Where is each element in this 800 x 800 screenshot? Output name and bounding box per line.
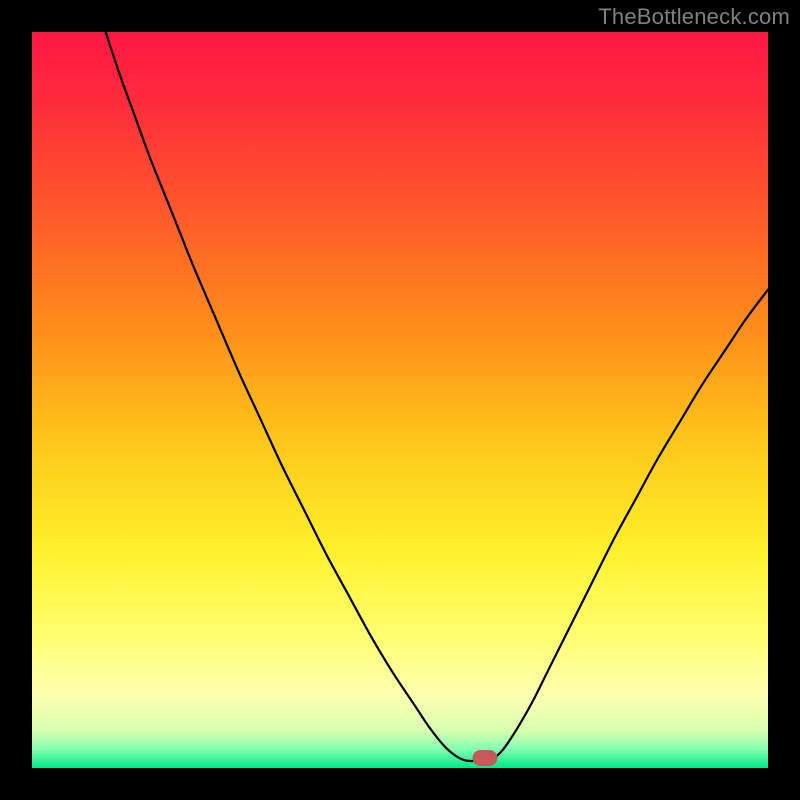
bottleneck-chart: TheBottleneck.com (0, 0, 800, 800)
optimal-marker (472, 750, 497, 766)
watermark-text: TheBottleneck.com (598, 4, 790, 30)
chart-gradient-background (32, 32, 768, 768)
chart-svg (0, 0, 800, 800)
